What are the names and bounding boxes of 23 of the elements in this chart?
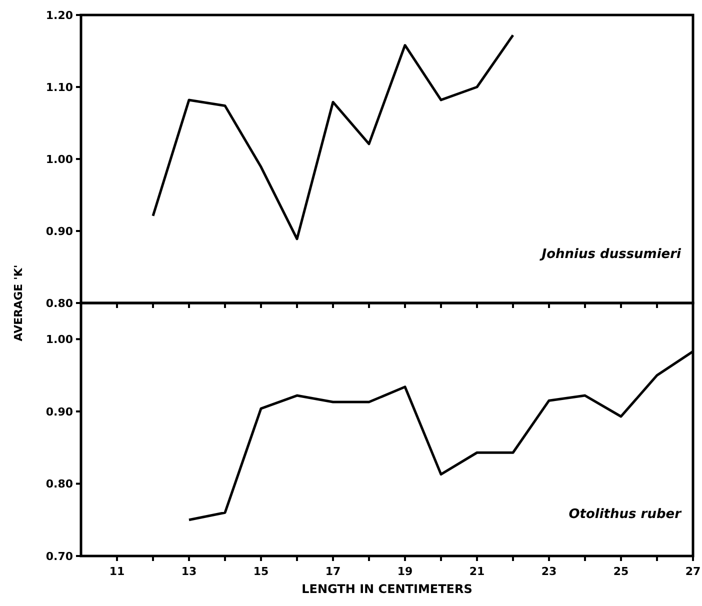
x-axis-title: LENGTH IN CENTIMETERS bbox=[302, 582, 472, 596]
y-tick-label: 1.10 bbox=[46, 80, 74, 94]
x-tick-label: 15 bbox=[253, 565, 269, 578]
annotation: Johnius dussumieri bbox=[538, 247, 682, 262]
x-tick-label: 23 bbox=[541, 565, 557, 578]
x-tick-label: 27 bbox=[685, 565, 701, 578]
x-tick-label: 17 bbox=[325, 565, 341, 578]
y-tick-label: 0.90 bbox=[46, 405, 74, 418]
x-tick-label: 25 bbox=[613, 565, 629, 578]
x-tick-label: 21 bbox=[469, 565, 485, 578]
y-tick-label: 0.80 bbox=[46, 478, 74, 491]
y-tick-label: 0.70 bbox=[46, 550, 74, 563]
x-tick-label: 11 bbox=[109, 565, 125, 578]
x-tick-label: 19 bbox=[397, 565, 413, 578]
line-series bbox=[152, 34, 514, 240]
y-tick-label: 0.80 bbox=[46, 296, 74, 310]
annotation: Otolithus ruber bbox=[568, 507, 683, 522]
x-tick-label: 13 bbox=[181, 565, 197, 578]
y-tick-label: 1.00 bbox=[46, 152, 74, 166]
y-tick-label: 0.90 bbox=[46, 224, 74, 238]
y-axis-title: AVERAGE 'K' bbox=[12, 264, 25, 342]
y-tick-label: 1.20 bbox=[46, 8, 74, 22]
y-tick-label: 1.00 bbox=[46, 332, 74, 346]
